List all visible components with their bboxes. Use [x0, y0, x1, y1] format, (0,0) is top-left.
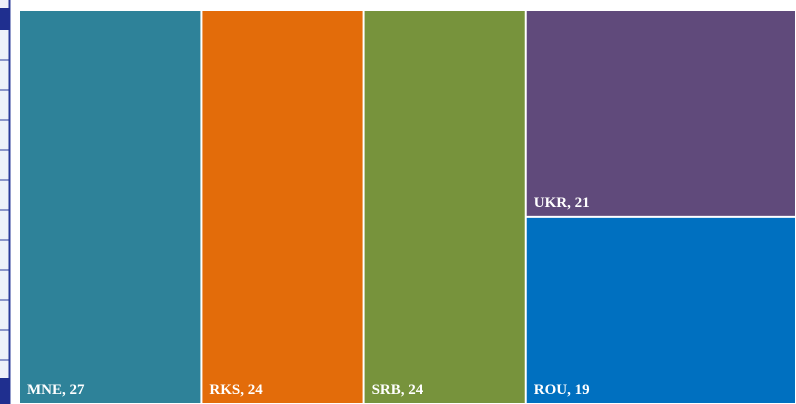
panel-bg [0, 0, 10, 404]
panel-header [0, 8, 10, 30]
tile [20, 11, 201, 403]
tile-label: UKR, 21 [534, 195, 590, 211]
tile-label: SRB, 24 [372, 382, 424, 398]
tile [364, 11, 525, 403]
tile [526, 11, 795, 216]
tile-label: ROU, 19 [534, 382, 590, 398]
tile-label: MNE, 27 [27, 382, 85, 398]
side-panel [0, 0, 11, 404]
panel-footer [0, 378, 10, 404]
tile-label: RKS, 24 [209, 382, 263, 398]
tile [526, 217, 795, 403]
tile [202, 11, 363, 403]
